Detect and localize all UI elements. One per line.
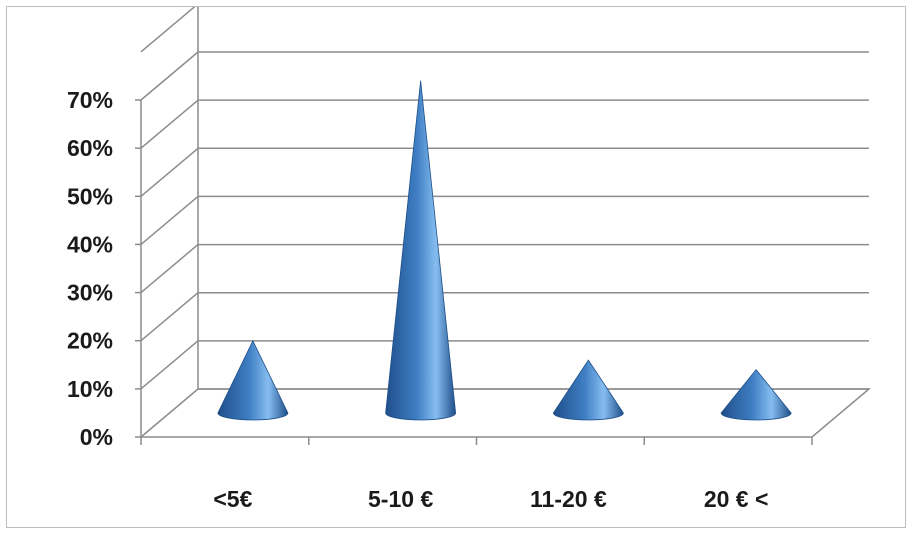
gridline-diagonal — [140, 3, 199, 53]
gridline-diagonal — [140, 243, 199, 294]
axes — [135, 99, 872, 445]
cone-3 — [720, 369, 792, 421]
gridline-diagonal — [140, 51, 199, 101]
cone-chart: 0% 10% 20% 30% 40% 50% 60% 70% <5€ 5-10 € 11-20 €… — [67, 3, 872, 512]
cone-body — [385, 80, 457, 421]
gridline-diagonal — [140, 195, 199, 246]
y-tick-label: 20% — [67, 328, 113, 354]
x-tick-label: 5-10 € — [368, 486, 433, 512]
y-tick-label: 0% — [80, 424, 113, 450]
x-tick-label: 11-20 € — [530, 486, 607, 512]
x-tick-label: <5€ — [213, 486, 252, 512]
gridline-diagonal — [140, 388, 199, 438]
y-tick-label: 60% — [67, 135, 113, 161]
y-tick-label: 30% — [67, 280, 113, 306]
gridline-diagonal — [140, 147, 199, 197]
x-tick-labels: <5€ 5-10 € 11-20 € 20 € < — [213, 486, 768, 512]
y-tick-label: 70% — [67, 87, 113, 113]
gridline-diagonal — [140, 292, 199, 342]
cones — [217, 80, 792, 421]
y-tick-label: 50% — [67, 183, 113, 209]
cone-2 — [552, 359, 624, 421]
cone-1 — [385, 80, 457, 421]
chart-frame: 0% 10% 20% 30% 40% 50% 60% 70% <5€ 5-10 € 11-20 €… — [6, 3, 906, 528]
cone-body — [552, 359, 624, 421]
x-tick-label: 20 € < — [704, 486, 769, 512]
y-tick-label: 40% — [67, 231, 113, 257]
y-tick-label: 10% — [67, 376, 113, 402]
cone-body — [720, 369, 792, 421]
gridline-diagonal — [140, 99, 199, 149]
cone-0 — [217, 339, 289, 421]
gridline-diagonal — [140, 340, 199, 390]
cone-body — [217, 339, 289, 421]
y-tick-labels: 0% 10% 20% 30% 40% 50% 60% 70% — [67, 87, 113, 450]
